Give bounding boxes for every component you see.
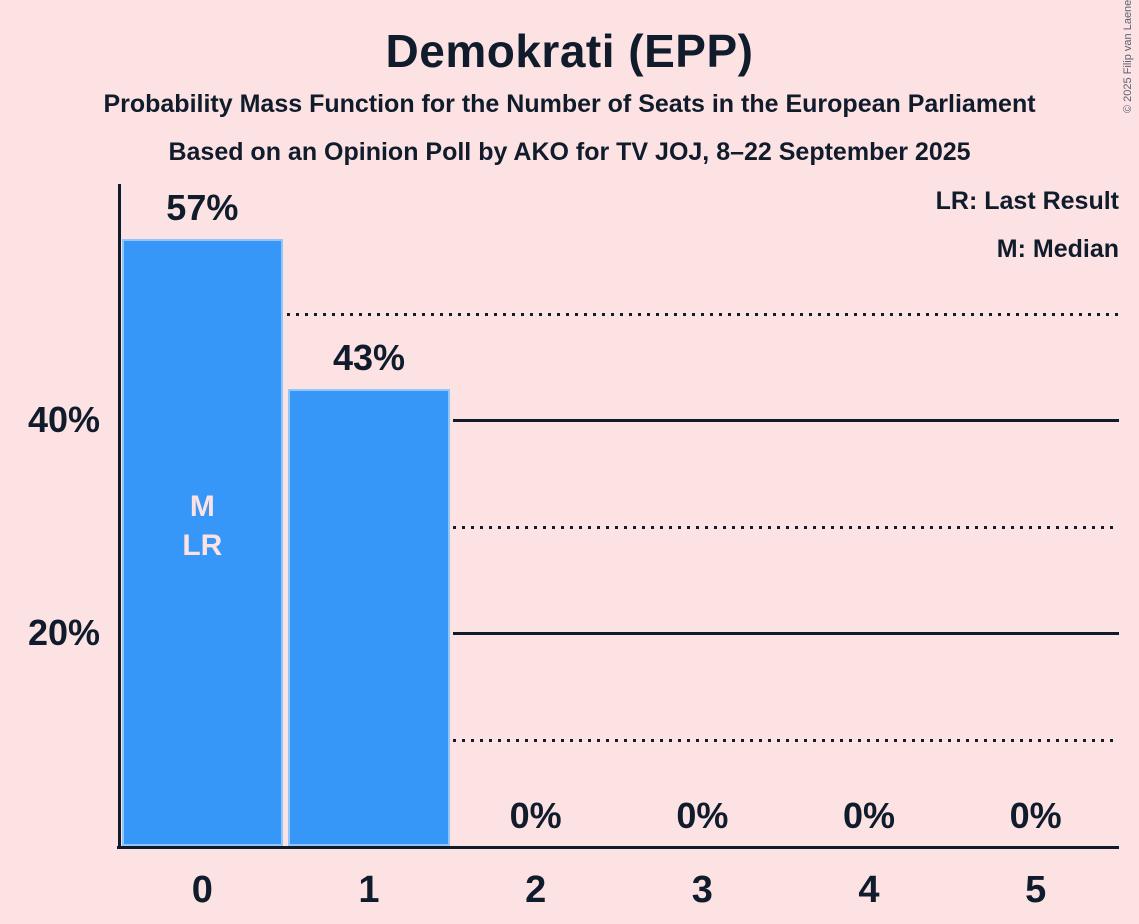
copyright-notice: © 2025 Filip van Laenen (1122, 0, 1134, 113)
x-tick-label-5: 5 (1025, 869, 1047, 911)
x-tick-label-4: 4 (858, 869, 880, 911)
gridline-50 (286, 312, 1119, 316)
chart-title: Demokrati (EPP) (385, 25, 754, 77)
median-last-result-marker: M LR (119, 487, 286, 565)
gridline-40 (453, 419, 1119, 423)
x-axis-line (117, 845, 1119, 849)
bar-value-label-3: 0% (676, 795, 729, 836)
bar-seat-0 (121, 239, 284, 846)
bar-value-label-2: 0% (509, 795, 562, 836)
legend-last-result: LR: Last Result (935, 187, 1119, 215)
marker-line-m: M (189, 490, 215, 523)
legend-median: M: Median (996, 235, 1119, 263)
x-tick-label-1: 1 (358, 869, 380, 911)
chart-subtitle-line2: Based on an Opinion Poll by AKO for TV J… (168, 138, 971, 166)
bar-seat-1 (288, 388, 450, 846)
marker-line-lr: LR (182, 529, 223, 562)
bar-value-label-5: 0% (1009, 795, 1062, 836)
bar-value-label-4: 0% (842, 795, 895, 836)
x-tick-label-2: 2 (525, 869, 547, 911)
y-axis-label-40: 40% (27, 398, 100, 440)
gridline-30 (453, 525, 1119, 529)
chart-subtitle-line1: Probability Mass Function for the Number… (103, 90, 1036, 118)
bar-value-label-0: 57% (166, 187, 239, 229)
y-axis-label-20: 20% (27, 611, 100, 653)
gridline-10 (453, 738, 1119, 742)
x-tick-label-0: 0 (191, 869, 213, 911)
bar-value-label-1: 43% (332, 336, 406, 378)
y-axis-line (118, 184, 121, 849)
x-tick-label-3: 3 (691, 869, 713, 911)
gridline-20 (453, 632, 1119, 636)
